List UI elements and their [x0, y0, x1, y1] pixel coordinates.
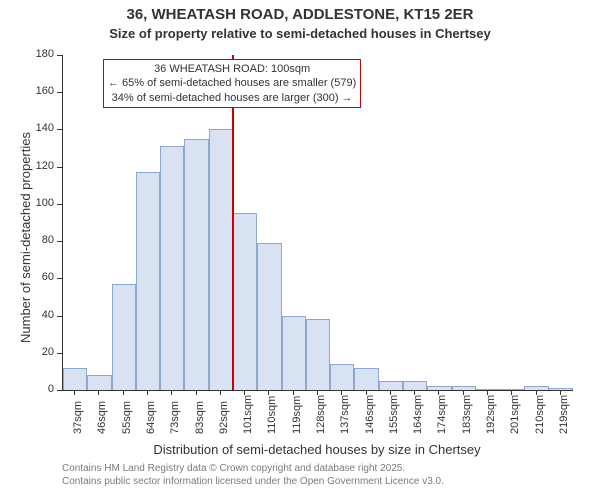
x-tick-label: 183sqm: [461, 395, 473, 434]
x-tick-label: 119sqm: [291, 396, 303, 434]
histogram-bar: [452, 386, 476, 390]
x-tick-label: 101sqm: [242, 395, 254, 434]
x-tick-label: 73sqm: [169, 401, 181, 434]
histogram-bar: [112, 284, 136, 390]
x-tick-label: 146sqm: [364, 395, 376, 434]
x-tick-label: 64sqm: [145, 401, 157, 434]
x-tick-label: 110sqm: [266, 396, 278, 434]
y-tick-label: 140: [36, 122, 54, 134]
annotation-line-2: ← 65% of semi-detached houses are smalle…: [108, 76, 356, 90]
x-tick-label: 174sqm: [436, 395, 448, 434]
x-tick-label: 201sqm: [509, 395, 521, 434]
y-tick-label: 20: [42, 346, 54, 358]
y-tick-label: 80: [42, 234, 54, 246]
y-tick-label: 180: [36, 48, 54, 60]
chart-title-line1: 36, WHEATASH ROAD, ADDLESTONE, KT15 2ER: [0, 6, 600, 23]
chart-container: { "chart": { "type": "histogram", "title…: [0, 0, 600, 500]
x-tick-label: 192sqm: [485, 395, 497, 434]
histogram-bar: [330, 364, 354, 390]
histogram-bar: [233, 213, 257, 390]
annotation-line-1: 36 WHEATASH ROAD: 100sqm: [108, 62, 356, 76]
x-tick-label: 46sqm: [96, 401, 108, 434]
histogram-bar: [524, 386, 548, 390]
x-tick-label: 164sqm: [412, 395, 424, 434]
y-axis-label: Number of semi-detached properties: [18, 132, 33, 343]
histogram-bar: [257, 243, 281, 390]
histogram-bar: [403, 381, 427, 390]
footer-attribution: Contains HM Land Registry data © Crown c…: [62, 462, 444, 488]
y-tick-label: 120: [36, 160, 54, 172]
y-tick-label: 60: [42, 271, 54, 283]
histogram-bar: [379, 381, 403, 390]
histogram-bar: [549, 388, 573, 390]
histogram-bar: [500, 389, 524, 390]
histogram-bar: [209, 129, 233, 390]
y-tick-label: 0: [48, 383, 54, 395]
chart-title-line2: Size of property relative to semi-detach…: [0, 26, 600, 41]
x-tick-label: 128sqm: [315, 395, 327, 434]
y-tick-label: 100: [36, 197, 54, 209]
y-tick-label: 160: [36, 85, 54, 97]
histogram-bar: [427, 386, 451, 390]
x-tick-label: 92sqm: [218, 401, 230, 434]
footer-line-1: Contains HM Land Registry data © Crown c…: [62, 462, 444, 475]
histogram-bar: [63, 368, 87, 390]
x-tick-label: 210sqm: [534, 395, 546, 434]
x-axis-label: Distribution of semi-detached houses by …: [62, 442, 572, 457]
histogram-bar: [184, 139, 208, 390]
histogram-bar: [87, 375, 111, 390]
x-tick-label: 137sqm: [339, 395, 351, 434]
x-tick-label: 55sqm: [121, 401, 133, 434]
histogram-bar: [282, 316, 306, 390]
annotation-box: 36 WHEATASH ROAD: 100sqm ← 65% of semi-d…: [103, 59, 361, 108]
plot-area: 36 WHEATASH ROAD: 100sqm ← 65% of semi-d…: [62, 55, 573, 391]
histogram-bar: [306, 319, 330, 390]
histogram-bar: [160, 146, 184, 390]
x-tick-label: 155sqm: [388, 395, 400, 434]
histogram-bar: [136, 172, 160, 390]
y-tick-label: 40: [42, 309, 54, 321]
x-tick-label: 37sqm: [72, 401, 84, 434]
footer-line-2: Contains public sector information licen…: [62, 475, 444, 488]
x-tick-label: 219sqm: [558, 395, 570, 434]
annotation-line-3: 34% of semi-detached houses are larger (…: [108, 91, 356, 105]
x-tick-label: 83sqm: [194, 401, 206, 434]
histogram-bar: [354, 368, 378, 390]
